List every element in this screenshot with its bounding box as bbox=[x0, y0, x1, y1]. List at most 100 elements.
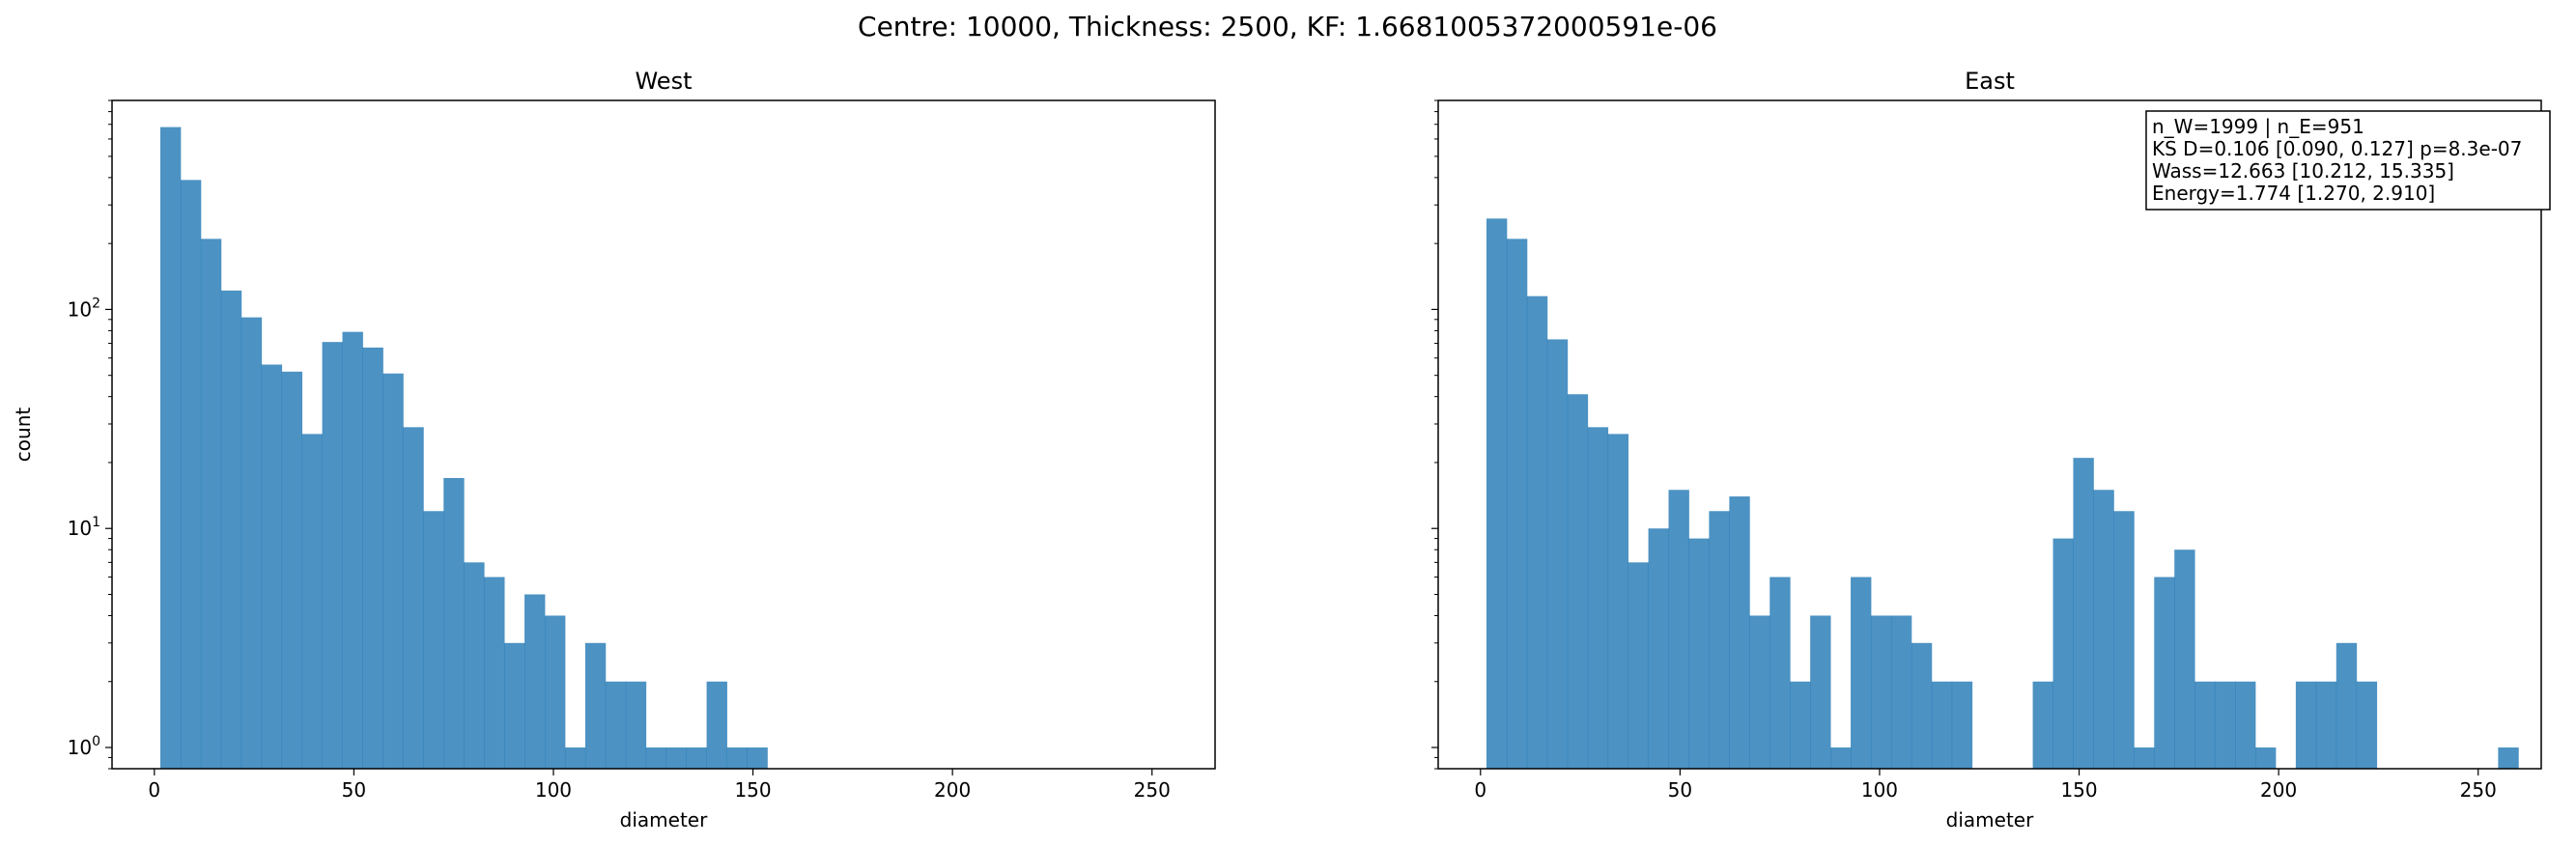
histogram-bar bbox=[1587, 427, 1609, 769]
histogram-bar bbox=[2073, 458, 2094, 769]
panel-east: 0 50 100 150 200 250 East diameter bbox=[1431, 68, 2542, 831]
histogram-bar bbox=[2093, 490, 2114, 769]
histogram-bar bbox=[1830, 747, 1852, 769]
histogram-bar bbox=[1931, 681, 1953, 769]
histogram-bar bbox=[241, 317, 263, 769]
y-tick-label: 100 bbox=[68, 734, 100, 759]
histogram-bar bbox=[220, 290, 242, 769]
histogram-bar bbox=[1628, 562, 1649, 769]
x-tick-label: 150 bbox=[2060, 778, 2097, 802]
x-tick-label: 0 bbox=[148, 778, 160, 802]
histogram-bar bbox=[1749, 615, 1770, 769]
histogram-bar bbox=[1607, 434, 1629, 769]
histogram-bar bbox=[1729, 496, 1750, 769]
histogram-bar bbox=[423, 511, 444, 769]
panel-west: 0 50 100 150 200 250 100 101 102 West diameter coun… bbox=[12, 68, 1216, 831]
histogram-bar bbox=[362, 347, 383, 769]
histogram-bar bbox=[706, 681, 727, 769]
x-tick-label: 0 bbox=[1474, 778, 1486, 802]
histogram-bar bbox=[1951, 681, 1973, 769]
histogram-bar bbox=[1709, 511, 1730, 769]
y-axis-label: count bbox=[12, 408, 35, 463]
histogram-bar bbox=[464, 562, 485, 769]
stats-line-energy: Energy=1.774 [1.270, 2.910] bbox=[2152, 182, 2435, 205]
histogram-bar bbox=[2032, 681, 2053, 769]
histogram-bar bbox=[1790, 681, 1811, 769]
histogram-bar bbox=[1890, 615, 1912, 769]
histogram-bar bbox=[584, 642, 607, 769]
histogram-bar bbox=[382, 373, 404, 769]
figure-suptitle: Centre: 10000, Thickness: 2500, KF: 1.66… bbox=[858, 11, 1717, 42]
histogram-bar bbox=[1486, 218, 1508, 769]
histogram-bar bbox=[403, 427, 424, 769]
histogram-bar bbox=[2356, 681, 2378, 769]
histogram-bar bbox=[1506, 239, 1528, 770]
histogram-bar bbox=[342, 331, 363, 769]
histogram-bar bbox=[322, 342, 343, 769]
histogram-bar bbox=[2154, 577, 2175, 769]
histogram-bar bbox=[1546, 339, 1569, 769]
histogram-bar bbox=[747, 747, 768, 769]
histogram-bar bbox=[524, 594, 546, 769]
x-tick-label: 250 bbox=[2460, 778, 2497, 802]
y-tick-label: 101 bbox=[68, 515, 100, 540]
histogram-bar bbox=[1851, 577, 1872, 769]
histogram-bar bbox=[2255, 747, 2277, 769]
histogram-bar bbox=[159, 127, 182, 770]
histogram-bar bbox=[726, 747, 748, 769]
histogram-bar bbox=[645, 747, 667, 769]
stats-box-frame bbox=[2145, 110, 2551, 211]
x-axis-label: diameter bbox=[1946, 808, 2034, 831]
x-tick-label: 100 bbox=[535, 778, 572, 802]
panel-title: East bbox=[1965, 68, 2015, 95]
histogram-bar bbox=[605, 681, 627, 769]
histogram-bar bbox=[2235, 681, 2256, 769]
histogram-bar bbox=[2194, 681, 2216, 769]
histogram-bar bbox=[2052, 538, 2074, 769]
x-tick-label: 200 bbox=[934, 778, 971, 802]
histogram-bar bbox=[301, 434, 323, 769]
axes-frame bbox=[111, 99, 1216, 770]
stats-line-counts: n_W=1999 | n_E=951 bbox=[2152, 115, 2364, 138]
histogram-bar bbox=[1871, 615, 1892, 769]
histogram-bar bbox=[200, 239, 222, 770]
histogram-bar bbox=[2315, 681, 2337, 769]
histogram-bar bbox=[1810, 615, 1831, 769]
histogram-bar bbox=[484, 577, 505, 769]
histogram-bar bbox=[1769, 577, 1791, 769]
histogram-bar bbox=[564, 747, 586, 769]
histogram-bar bbox=[686, 747, 707, 769]
histogram-bar bbox=[180, 180, 202, 769]
x-tick-label: 50 bbox=[1668, 778, 1692, 802]
histogram-bar bbox=[625, 681, 647, 769]
y-tick-label: 102 bbox=[68, 296, 100, 321]
histogram-bar bbox=[504, 642, 525, 769]
histogram-bar bbox=[443, 477, 465, 769]
histogram-bar bbox=[2335, 642, 2358, 769]
x-tick-label: 50 bbox=[342, 778, 366, 802]
x-axis-label: diameter bbox=[620, 808, 708, 831]
histogram-bar bbox=[2134, 747, 2155, 769]
histogram-bar bbox=[1668, 490, 1689, 769]
histogram-bar bbox=[2174, 549, 2195, 769]
histogram-bar bbox=[1911, 642, 1933, 769]
histogram-bar bbox=[1648, 528, 1669, 769]
histogram-bar bbox=[2113, 511, 2135, 769]
stats-legend-box: n_W=1999 | n_E=951 KS D=0.106 [0.090, 0.… bbox=[2145, 110, 2551, 211]
axes-frame bbox=[1437, 99, 2542, 770]
histogram-bar bbox=[2215, 681, 2236, 769]
stats-line-ks: KS D=0.106 [0.090, 0.127] p=8.3e-07 bbox=[2152, 137, 2522, 160]
histogram-bar bbox=[1567, 394, 1589, 769]
histogram-bar bbox=[2498, 747, 2519, 769]
panel-title: West bbox=[635, 68, 692, 95]
histogram-bar bbox=[1688, 538, 1710, 769]
histogram-bar bbox=[2295, 681, 2317, 769]
x-tick-label: 150 bbox=[734, 778, 771, 802]
histogram-bar bbox=[261, 364, 283, 769]
histogram-bar bbox=[1526, 296, 1548, 769]
x-tick-label: 200 bbox=[2260, 778, 2297, 802]
x-tick-label: 250 bbox=[1134, 778, 1171, 802]
histogram-bar bbox=[281, 371, 303, 769]
stats-line-wass: Wass=12.663 [10.212, 15.335] bbox=[2152, 159, 2454, 183]
